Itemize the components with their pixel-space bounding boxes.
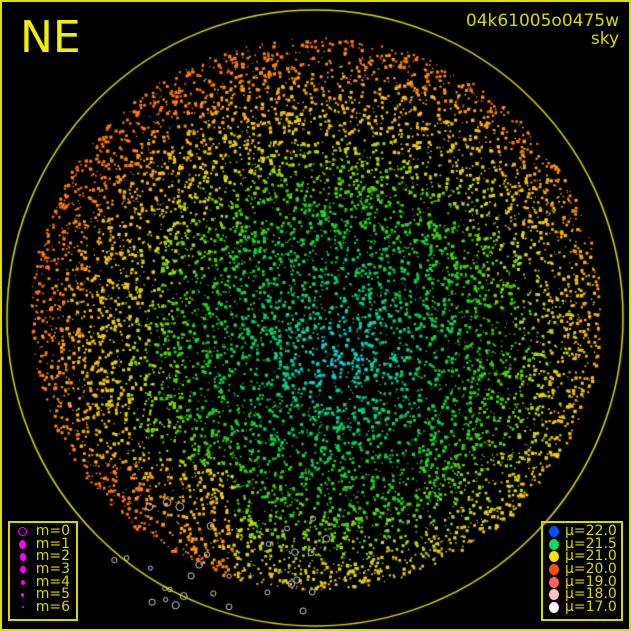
color-swatch-icon [549,525,559,537]
direction-label: NE [20,12,81,63]
image-title: 04k61005o0475w sky [466,12,619,48]
brightness-label: μ=18.0 [565,586,617,603]
magnitude-label: m=0 [35,523,70,539]
brightness-label: μ=20.0 [565,561,617,578]
magnitude-label: m=6 [35,599,70,616]
color-swatch-icon [549,601,559,613]
brightness-label: μ=21.5 [565,535,617,552]
brightness-legend-item: μ=17.0 [549,599,617,616]
magnitude-legend-item: m=1 [16,535,70,552]
star-marker-icon [16,539,30,549]
magnitude-label: m=1 [35,535,70,552]
brightness-label: μ=21.0 [565,548,617,565]
color-swatch-icon [549,563,559,575]
brightness-legend-item: μ=19.0 [549,573,617,590]
star-marker-icon [16,592,30,597]
image-id: 04k61005o0475w [465,11,619,31]
magnitude-legend-item: m=0 [16,523,70,539]
magnitude-legend-item: m=6 [16,599,70,616]
magnitude-legend: m=0 m=1 m=2 m=3 m=4 m=5 m=6 [8,521,78,621]
magnitude-legend-item: m=3 [16,561,70,578]
brightness-legend-item: μ=21.0 [549,548,617,565]
star-marker-icon [16,606,30,609]
color-swatch-icon [549,576,559,588]
brightness-legend-item: μ=20.0 [549,561,617,578]
brightness-label: μ=17.0 [565,599,617,616]
star-marker-icon [16,565,30,573]
color-swatch-icon [549,538,559,550]
magnitude-label: m=2 [35,548,70,565]
magnitude-legend-item: m=4 [16,573,70,590]
magnitude-legend-item: m=2 [16,550,70,563]
magnitude-label: m=4 [35,573,70,590]
magnitude-label: m=3 [35,561,70,578]
magnitude-legend-item: m=5 [16,588,70,601]
magnitude-label: m=5 [35,586,70,603]
star-marker-icon [16,579,30,585]
brightness-legend-item: μ=21.5 [549,535,617,552]
color-swatch-icon [549,589,559,601]
brightness-legend-item: μ=22.0 [549,523,617,539]
star-marker-icon [16,552,30,561]
brightness-label: μ=22.0 [565,523,617,539]
image-type: sky [590,29,619,49]
brightness-legend-item: μ=18.0 [549,586,617,603]
color-swatch-icon [549,551,559,563]
star-marker-icon [16,526,30,536]
brightness-legend: μ=22.0 μ=21.5 μ=21.0 μ=20.0 μ=19.0 μ=18.0 μ=17… [541,521,623,621]
brightness-label: μ=19.0 [565,573,617,590]
